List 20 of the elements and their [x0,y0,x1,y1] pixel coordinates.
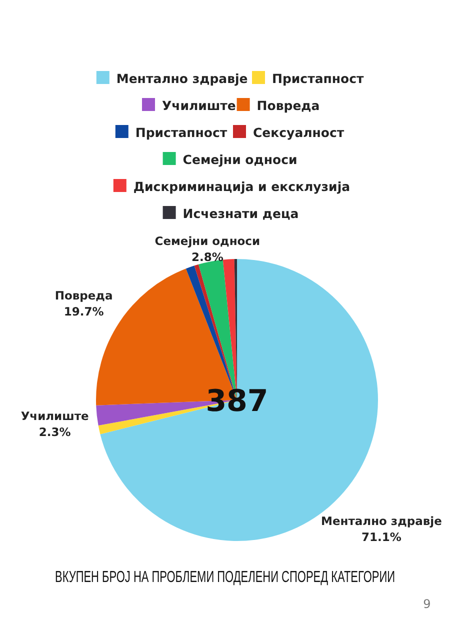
legend-label: Пристапност [135,125,228,140]
legend-label: Сексуалност [253,125,345,140]
data-label: 71.1% [362,530,402,544]
legend-label: Исчезнати деца [182,206,299,221]
data-label: 19.7% [64,304,104,318]
legend-label: Повреда [256,98,320,113]
legend-label: Дискриминација и ексклузија [133,179,350,194]
slice-label: Повреда [54,288,113,302]
text: 387 [206,384,268,419]
data-label: 2.8% [191,250,224,264]
text: 9 [423,597,431,611]
data-label: 2.3% [38,425,72,440]
slice-label: Училиште [20,409,89,424]
slice-label: Ментално здравје [321,514,442,528]
legend-label: Ментално здравје [116,71,248,86]
legend-label: Семејни односи [182,152,298,167]
slice-label: Семејни односи [154,234,260,248]
legend-label: Пристапност [272,71,365,86]
text: ВКУПЕН БРОЈ НА ПРОБЛЕМИ ПОДЕЛЕНИ СПОРЕД КАТЕГОРИИ [54,568,396,586]
legend-label: Училиште [162,98,236,113]
